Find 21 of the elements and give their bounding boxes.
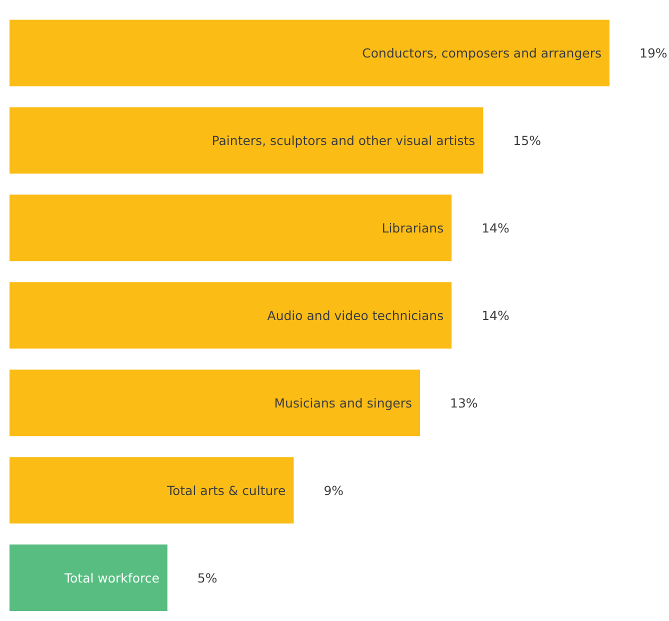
bar [10, 20, 610, 86]
data-label: 9% [324, 482, 344, 498]
y-tick-label: Conductors, composers and arrangers [362, 45, 602, 60]
bar [10, 544, 168, 612]
y-tick-label: Librarians [382, 220, 444, 236]
y-tick-label: Painters, sculptors and other visual artists [212, 132, 476, 148]
bar [10, 194, 452, 262]
y-tick-label: Total arts & culture [166, 482, 286, 498]
y-tick-label: Musicians and singers [274, 395, 412, 410]
data-label: 5% [197, 570, 218, 586]
y-tick-label: Audio and video technicians [267, 308, 444, 323]
y-tick-label: Total workforce [64, 570, 160, 586]
data-label: 14% [482, 308, 510, 323]
data-label: 15% [513, 132, 542, 148]
bar [10, 107, 484, 174]
bar [10, 457, 294, 524]
data-label: 19% [640, 45, 668, 60]
bar [10, 370, 420, 436]
data-label: 13% [450, 395, 478, 410]
bar [10, 282, 452, 349]
data-label: 14% [482, 220, 510, 236]
